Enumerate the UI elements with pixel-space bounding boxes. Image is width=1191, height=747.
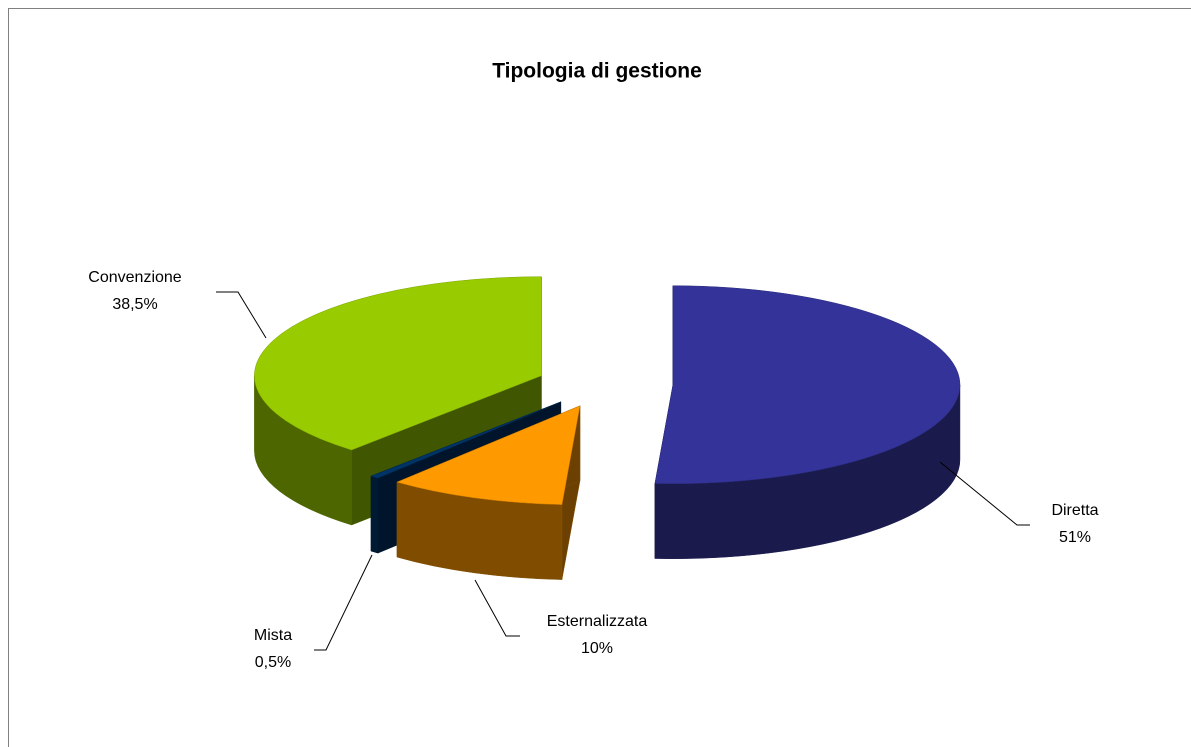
slice-label: Convenzione [88, 269, 182, 286]
slice-value-label: 51% [1059, 529, 1091, 546]
chart-title: Tipologia di gestione [492, 60, 702, 83]
slice-label: Diretta [1051, 502, 1098, 519]
slice-top [370, 401, 561, 479]
slice-side [370, 475, 379, 554]
slice-value-label: 0,5% [255, 654, 291, 671]
slice-value-label: 10% [581, 640, 613, 657]
pie-slice [396, 405, 581, 580]
chart-frame [8, 8, 1191, 747]
slice-value-label: 38,5% [112, 296, 157, 313]
leader-line [216, 291, 267, 339]
leader-line [474, 579, 520, 637]
pie-slice [654, 285, 961, 559]
slice-top [396, 405, 581, 505]
leader-line [314, 554, 373, 651]
leader-line [939, 461, 1030, 526]
slice-top [254, 276, 542, 451]
pie [254, 276, 961, 580]
slice-top [654, 285, 961, 484]
slice-label: Mista [254, 627, 292, 644]
slice-label: Esternalizzata [547, 613, 648, 630]
labels: Diretta 51% Esternalizzata 10% Mista 0,5% Conv… [88, 269, 1098, 671]
